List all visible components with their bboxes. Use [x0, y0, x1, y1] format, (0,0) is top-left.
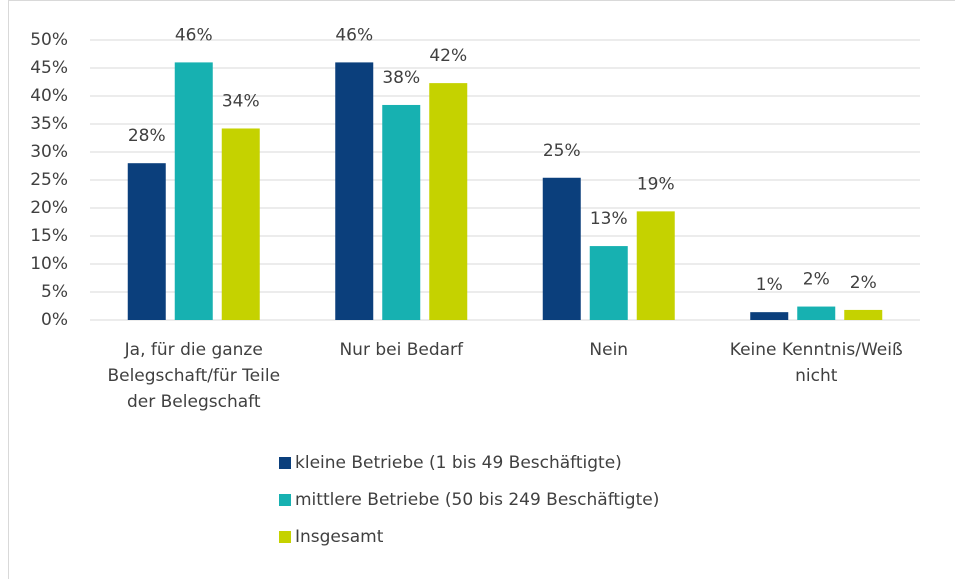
x-tick-label: Nein	[589, 340, 629, 360]
x-tick-label: Ja, für die ganze Belegschaft/für Teile …	[107, 340, 281, 412]
chart-frame	[8, 0, 955, 579]
data-label: 1%	[756, 275, 783, 295]
y-tick-label: 5%	[41, 282, 68, 302]
legend-swatch	[279, 494, 291, 506]
y-tick-label: 40%	[30, 86, 68, 106]
y-tick-label: 30%	[30, 142, 68, 162]
data-label: 38%	[382, 68, 420, 88]
y-tick-label: 10%	[30, 254, 68, 274]
y-tick-label: 20%	[30, 198, 68, 218]
data-label: 25%	[543, 141, 581, 161]
legend-label: mittlere Betriebe (50 bis 249 Beschäftig…	[295, 490, 659, 510]
bar	[750, 312, 789, 320]
x-tick-label: Keine Kenntnis/Weiß nicht	[729, 340, 903, 386]
legend-label: kleine Betriebe (1 bis 49 Beschäftigte)	[295, 453, 622, 473]
bar	[382, 104, 421, 321]
bar	[797, 306, 836, 320]
y-tick-label: 50%	[30, 30, 68, 50]
data-label: 46%	[175, 25, 213, 45]
legend-swatch	[279, 457, 291, 469]
y-tick-label: 0%	[41, 310, 68, 330]
data-label: 13%	[590, 209, 628, 229]
data-label: 46%	[335, 25, 373, 45]
bar	[127, 163, 166, 320]
bar	[844, 309, 883, 320]
bar	[636, 211, 675, 320]
y-tick-label: 25%	[30, 170, 68, 190]
data-label: 2%	[850, 273, 877, 293]
bar	[542, 177, 581, 320]
x-tick-label: Nur bei Bedarf	[339, 340, 464, 360]
bar	[335, 62, 374, 321]
y-tick-label: 35%	[30, 114, 68, 134]
data-label: 28%	[128, 126, 166, 146]
bar	[221, 128, 260, 320]
data-label: 42%	[429, 46, 467, 66]
bar	[429, 83, 468, 321]
bar	[174, 62, 213, 321]
data-label: 34%	[222, 91, 260, 111]
y-tick-label: 15%	[30, 226, 68, 246]
legend-swatch	[279, 531, 291, 543]
data-label: 2%	[803, 270, 830, 290]
y-tick-label: 45%	[30, 58, 68, 78]
data-label: 19%	[637, 174, 675, 194]
bar	[589, 246, 628, 320]
legend-label: Insgesamt	[295, 527, 384, 547]
